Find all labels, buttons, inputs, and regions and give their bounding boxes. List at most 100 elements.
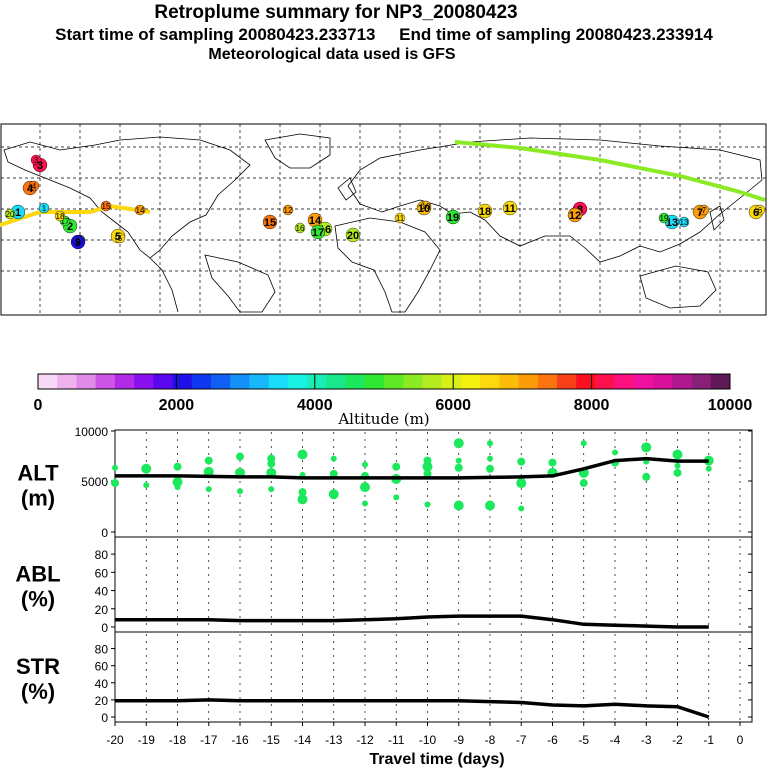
colorbar-swatch	[384, 374, 404, 389]
plume-cluster-19: 19 19	[445, 209, 670, 225]
plume-cluster-14: 14 14	[134, 204, 323, 228]
colorbar-swatch	[249, 374, 269, 389]
colorbar-swatch	[557, 374, 577, 389]
colorbar-swatch	[114, 374, 135, 389]
svg-text:7: 7	[702, 206, 707, 215]
y-axis-unit: (m)	[21, 486, 55, 511]
scatter-point	[487, 440, 493, 447]
scatter-point	[518, 505, 525, 512]
colorbar-swatch	[710, 374, 731, 389]
colorbar-swatch	[364, 374, 385, 389]
svg-text:4: 4	[32, 182, 37, 191]
y-tick-label: 10000	[75, 425, 109, 439]
svg-text:5: 5	[118, 234, 123, 243]
colorbar-swatch	[480, 374, 500, 389]
svg-text:14: 14	[136, 206, 145, 215]
scatter-point	[143, 482, 150, 489]
scatter-point	[548, 458, 557, 467]
colorbar-swatch	[576, 374, 596, 389]
colorbar-swatch	[595, 374, 615, 389]
svg-text:10: 10	[422, 202, 431, 211]
svg-text:4: 4	[27, 183, 34, 195]
altitude-colorbar: 0 2000 4000 6000 8000 10000 Altitude (m)	[34, 373, 752, 428]
scatter-point	[641, 442, 652, 453]
x-tick-label: -3	[641, 733, 652, 747]
chart-title: Retroplume summary for NP3_20080423	[154, 2, 518, 23]
plume-cluster-7: 77	[692, 204, 710, 220]
colorbar-swatch	[403, 374, 423, 389]
x-tick-label: -4	[610, 733, 621, 747]
x-tick-label: -5	[578, 733, 589, 747]
panel-alt: 10000 5000 0 ALT(m)	[17, 425, 753, 540]
svg-text:19: 19	[660, 214, 669, 223]
scatter-point	[453, 500, 464, 511]
svg-text:18: 18	[56, 212, 65, 221]
y-tick-label: 0	[101, 621, 108, 635]
colorbar-tick-label: 2000	[159, 397, 195, 414]
scatter-point	[673, 468, 682, 477]
scatter-point	[455, 457, 462, 464]
y-tick-label: 40	[95, 585, 109, 599]
scatter-point	[516, 478, 527, 489]
colorbar-swatch	[57, 374, 77, 389]
svg-text:19: 19	[447, 212, 459, 224]
scatter-point	[423, 469, 432, 478]
scatter-point	[453, 438, 464, 449]
y-axis-label: ALT	[17, 461, 59, 486]
x-tick-label: -7	[516, 733, 527, 747]
y-tick-label: 0	[101, 526, 108, 540]
plume-cluster-12: 12 12	[282, 204, 583, 223]
scatter-point	[111, 479, 119, 488]
scatter-point	[172, 477, 183, 488]
scatter-point	[236, 452, 244, 461]
colorbar-swatch	[633, 374, 654, 389]
scatter-point	[268, 486, 275, 493]
scatter-point	[393, 494, 400, 501]
scatter-point	[517, 457, 526, 466]
scatter-point	[204, 456, 213, 465]
svg-text:12: 12	[569, 210, 581, 222]
x-tick-label: -6	[547, 733, 558, 747]
svg-text:14: 14	[309, 215, 322, 227]
sampling-times: Start time of sampling 20080423.233713 E…	[55, 25, 713, 44]
scatter-point	[174, 484, 181, 491]
scatter-point	[486, 464, 494, 473]
scatter-point	[579, 479, 588, 488]
scatter-point	[485, 500, 495, 511]
y-tick-label: 60	[95, 566, 109, 580]
colorbar-swatch	[172, 374, 193, 389]
x-tick-label: -20	[106, 733, 124, 747]
svg-text:20: 20	[6, 210, 15, 219]
colorbar-tick-label: 0	[34, 397, 43, 414]
svg-text:17: 17	[312, 227, 324, 239]
colorbar-swatch	[518, 374, 539, 389]
plume-cluster-5: 55	[110, 228, 126, 244]
svg-text:2: 2	[67, 221, 73, 233]
colorbar-swatch	[268, 374, 289, 389]
scatter-point	[328, 489, 339, 500]
colorbar-swatch	[211, 374, 231, 389]
x-tick-label: -9	[453, 733, 464, 747]
x-tick-label: -12	[356, 733, 374, 747]
scatter-point	[362, 461, 368, 468]
scatter-point	[203, 466, 214, 477]
series-line-str	[115, 698, 710, 719]
plume-cluster-4: 44	[22, 180, 40, 196]
scatter-point	[392, 462, 401, 471]
colorbar-swatch	[691, 374, 712, 389]
colorbar-swatch	[153, 374, 173, 389]
scatter-point	[173, 462, 182, 471]
colorbar-swatch	[191, 374, 212, 389]
svg-text:7: 7	[697, 207, 703, 219]
svg-text:20: 20	[347, 230, 359, 242]
svg-text:13: 13	[680, 218, 689, 227]
scatter-point	[487, 455, 493, 462]
scatter-point	[612, 449, 618, 456]
scatter-point	[267, 459, 276, 468]
svg-text:17: 17	[61, 217, 70, 226]
colorbar-tick-label: 4000	[297, 397, 333, 414]
